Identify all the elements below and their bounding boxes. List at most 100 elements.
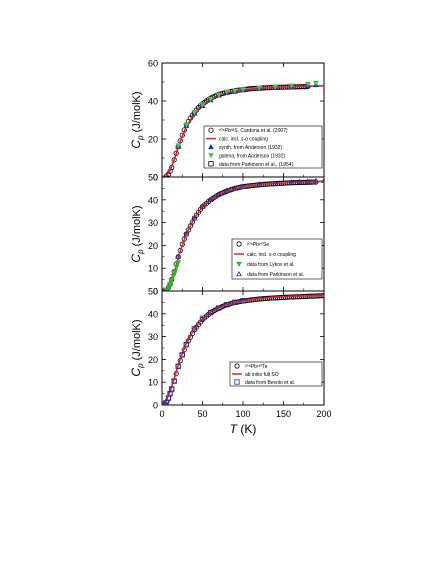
data-point (185, 227, 191, 233)
panel-pbs: 0 20 40 60 Cp (J/molK) ²⁰⁸Pb³²S, Cardona et a… (129, 59, 325, 183)
legend: ²⁰⁸Pb¹³⁰Te ab initio full SO data from Bev… (229, 361, 323, 387)
data-point (215, 305, 222, 311)
data-point (183, 341, 189, 348)
data-point (171, 378, 177, 384)
data-point (191, 214, 198, 221)
y-label-sub: p (136, 249, 145, 255)
series-layer (162, 292, 324, 405)
legend: ²⁰⁸Pb⁸⁰Se calc. incl. s-o coupling data fr… (231, 238, 323, 280)
data-point (173, 264, 180, 271)
x-tick-label: 50 (197, 409, 207, 419)
x-tick-label: 100 (235, 409, 250, 419)
data-point (256, 85, 263, 91)
y-tick-label: 20 (148, 355, 158, 365)
legend-box (229, 361, 323, 387)
y-tick-label: 0 (153, 401, 158, 411)
y-tick-label: 0 (153, 173, 158, 183)
series-3 (175, 80, 319, 149)
legend-label: ²⁰⁸Pb⁸⁰Se (247, 242, 269, 248)
y-tick-label: 20 (148, 135, 158, 145)
data-point (240, 183, 246, 189)
data-point (183, 230, 190, 237)
data-point (179, 352, 185, 358)
y-axis-label: Cp (J/molK) (129, 91, 145, 148)
data-point (207, 196, 214, 203)
plot-frame (161, 290, 325, 406)
data-point (231, 88, 238, 94)
legend-marker (208, 143, 214, 150)
legend-label: ²⁰⁸Pb¹³⁰Te (245, 364, 268, 370)
data-point (312, 80, 319, 87)
data-point (304, 178, 311, 184)
y-tick-label: 30 (148, 332, 158, 342)
data-point (321, 177, 324, 183)
legend-marker (208, 161, 214, 167)
legend-label: data from Lykov et al. (247, 262, 295, 268)
series-3 (175, 177, 324, 260)
y-tick-label: 50 (148, 287, 158, 297)
series-2 (162, 298, 246, 405)
x-axis-label: T (K) (230, 422, 257, 436)
data-point (175, 143, 182, 149)
legend-label: data from Bevolo et al. (245, 380, 295, 386)
data-point (167, 281, 174, 288)
series-layer (162, 177, 324, 291)
x-tick-label: 200 (316, 409, 331, 419)
data-point (191, 325, 198, 332)
y-label-sub: p (136, 135, 145, 141)
legend: ²⁰⁸Pb³²S, Cardona et al. (2007) calc. inc… (203, 125, 323, 169)
data-point (272, 180, 279, 186)
data-point (272, 84, 279, 90)
data-point (240, 87, 246, 93)
data-point (296, 178, 303, 185)
legend-box (203, 125, 323, 169)
data-point (207, 96, 214, 103)
data-point (165, 285, 172, 291)
x-tick-label: 150 (276, 409, 291, 419)
y-tick-label: 20 (148, 241, 158, 251)
legend-label: calc. incl. s-o coupling (247, 252, 296, 258)
legend-label: ²⁰⁸Pb³²S, Cardona et al. (2007) (219, 128, 288, 134)
data-point (304, 82, 311, 88)
legend-marker (236, 241, 242, 247)
y-tick-label: 40 (148, 97, 158, 107)
legend-marker (208, 153, 214, 159)
series-2 (163, 260, 182, 291)
data-point (224, 301, 230, 308)
data-point (175, 363, 181, 369)
x-label-unit: (K) (237, 422, 256, 436)
y-tick-label: 10 (148, 264, 158, 274)
data-point (168, 278, 175, 284)
series-line (162, 85, 324, 177)
data-point (256, 181, 263, 187)
data-point (175, 253, 182, 260)
y-tick-label: 10 (148, 378, 158, 388)
series-1 (162, 85, 324, 177)
data-point (288, 179, 295, 185)
legend-marker (208, 127, 214, 133)
series-0 (162, 292, 324, 405)
y-label-unit: (J/molK) (131, 91, 143, 135)
data-point (169, 386, 175, 392)
y-axis-label: Cp (J/molK) (129, 205, 145, 262)
data-point (187, 223, 193, 229)
legend-box (231, 238, 323, 280)
y-tick-label: 40 (148, 309, 158, 319)
data-point (231, 185, 238, 191)
legend-label: galena, from Anderson (1932) (219, 153, 285, 159)
legend-label: data from Parkinson et al. (247, 272, 304, 278)
x-label-main: T (230, 422, 239, 436)
legend-marker (234, 379, 240, 385)
y-label-unit: (J/molK) (131, 205, 143, 249)
data-point (223, 89, 230, 96)
series-layer (162, 80, 324, 177)
data-point (240, 298, 246, 304)
data-point (162, 401, 168, 405)
legend-marker (236, 261, 242, 268)
y-label-main: C (129, 254, 143, 263)
data-point (199, 203, 206, 209)
panel-pbse: 0 10 20 30 40 50 Cp (J/molK) ²⁰⁸Pb⁸⁰Se calc. inc… (129, 173, 325, 297)
y-tick-label: 60 (148, 59, 158, 69)
data-point (223, 187, 230, 193)
